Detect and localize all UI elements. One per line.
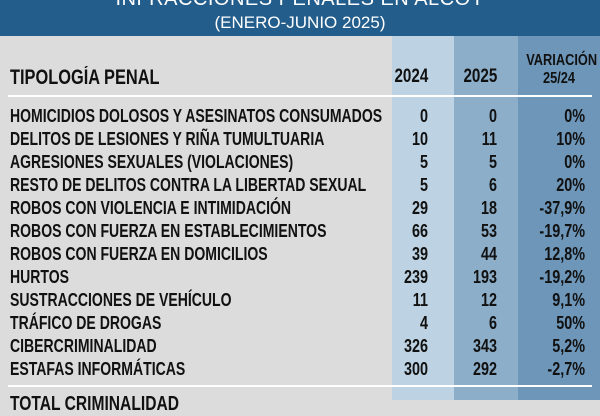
value-2024: 39 <box>411 244 428 264</box>
value-2024: 5 <box>419 175 428 195</box>
value-2025: 0 <box>488 106 497 126</box>
table-row: ROBOS CON VIOLENCIA E INTIMIDACIÓN 29 18 -3… <box>0 196 600 219</box>
value-2024: 300 <box>403 359 428 379</box>
header-tipologia: TIPOLOGÍA PENAL <box>10 66 160 89</box>
row-label: ROBOS CON FUERZA EN ESTABLECIMIENTOS <box>10 221 327 241</box>
header-variation-line1: VARIACIÓN <box>526 52 598 69</box>
value-2025: 5 <box>488 152 497 172</box>
value-variation: 50% <box>556 313 585 333</box>
value-2025: 6 <box>488 313 497 333</box>
table-row: AGRESIONES SEXUALES (VIOLACIONES) 5 5 0% <box>0 150 600 173</box>
value-variation: 0% <box>564 106 585 126</box>
row-label: RESTO DE DELITOS CONTRA LA LIBERTAD SEXU… <box>10 175 367 195</box>
value-2025: 12 <box>480 290 497 310</box>
value-2025: 11 <box>481 129 497 149</box>
header-2024: 2024 <box>394 66 428 87</box>
value-2024: 326 <box>403 336 428 356</box>
value-2024: 29 <box>411 198 428 218</box>
row-label: HOMICIDIOS DOLOSOS Y ASESINATOS CONSUMAD… <box>10 106 383 126</box>
row-label: ROBOS CON VIOLENCIA E INTIMIDACIÓN <box>10 198 292 218</box>
row-label: ROBOS CON FUERZA EN DOMICILIOS <box>10 244 268 264</box>
header-2025: 2025 <box>463 66 497 87</box>
value-variation: 9,1% <box>552 290 585 310</box>
value-2024: 4 <box>419 313 428 333</box>
table-row: SUSTRACCIONES DE VEHÍCULO 11 12 9,1% <box>0 288 600 311</box>
table-row: DELITOS DE LESIONES Y RIÑA TUMULTUARIA 10… <box>0 127 600 150</box>
value-2024: 239 <box>403 267 428 287</box>
table-row: ESTAFAS INFORMÁTICAS 300 292 -2,7% <box>0 357 600 380</box>
total-divider <box>8 385 592 387</box>
value-variation: 0% <box>564 152 585 172</box>
header-variation: VARIACIÓN 25/24 <box>518 52 600 88</box>
header-divider <box>8 95 592 97</box>
table-title: INFRACCIONES PENALES EN ALCOY <box>0 0 600 11</box>
table-subtitle: (ENERO-JUNIO 2025) <box>214 13 386 32</box>
row-label: CIBERCRIMINALIDAD <box>10 336 157 356</box>
value-2024: 11 <box>412 290 428 310</box>
value-2025: 343 <box>472 336 497 356</box>
value-2025: 292 <box>472 359 497 379</box>
header-variation-line2: 25/24 <box>542 70 576 87</box>
value-2024: 10 <box>411 129 428 149</box>
table-row: HOMICIDIOS DOLOSOS Y ASESINATOS CONSUMAD… <box>0 104 600 127</box>
value-variation: 5,2% <box>552 336 585 356</box>
value-variation: -19,2% <box>539 267 585 287</box>
table-row: CIBERCRIMINALIDAD 326 343 5,2% <box>0 334 600 357</box>
row-label: HURTOS <box>10 267 70 287</box>
value-2025: 53 <box>480 221 497 241</box>
title-banner: INFRACCIONES PENALES EN ALCOY (ENERO-JUN… <box>0 0 600 36</box>
value-2025: 44 <box>480 244 497 264</box>
value-variation: -19,7% <box>539 221 585 241</box>
value-2025: 6 <box>488 175 497 195</box>
row-label: DELITOS DE LESIONES Y RIÑA TUMULTUARIA <box>10 129 325 149</box>
value-variation: 20% <box>556 175 585 195</box>
table-row: ROBOS CON FUERZA EN ESTABLECIMIENTOS 66 53… <box>0 219 600 242</box>
value-2025: 18 <box>480 198 497 218</box>
table-row: HURTOS 239 193 -19,2% <box>0 265 600 288</box>
table-row: ROBOS CON FUERZA EN DOMICILIOS 39 44 12,8% <box>0 242 600 265</box>
value-2024: 0 <box>419 106 428 126</box>
table-row: TRÁFICO DE DROGAS 4 6 50% <box>0 311 600 334</box>
value-2024: 66 <box>411 221 428 241</box>
total-label: TOTAL CRIMINALIDAD <box>10 393 179 415</box>
value-2024: 5 <box>419 152 428 172</box>
value-variation: 10% <box>556 129 585 149</box>
value-variation: -2,7% <box>547 359 585 379</box>
value-variation: -37,9% <box>539 198 585 218</box>
total-row: TOTAL CRIMINALIDAD <box>0 391 600 415</box>
row-label: ESTAFAS INFORMÁTICAS <box>10 359 186 379</box>
value-variation: 12,8% <box>544 244 585 264</box>
row-label: TRÁFICO DE DROGAS <box>10 313 162 333</box>
table-row: RESTO DE DELITOS CONTRA LA LIBERTAD SEXU… <box>0 173 600 196</box>
value-2025: 193 <box>472 267 497 287</box>
row-label: SUSTRACCIONES DE VEHÍCULO <box>10 290 232 310</box>
row-label: AGRESIONES SEXUALES (VIOLACIONES) <box>10 152 294 172</box>
